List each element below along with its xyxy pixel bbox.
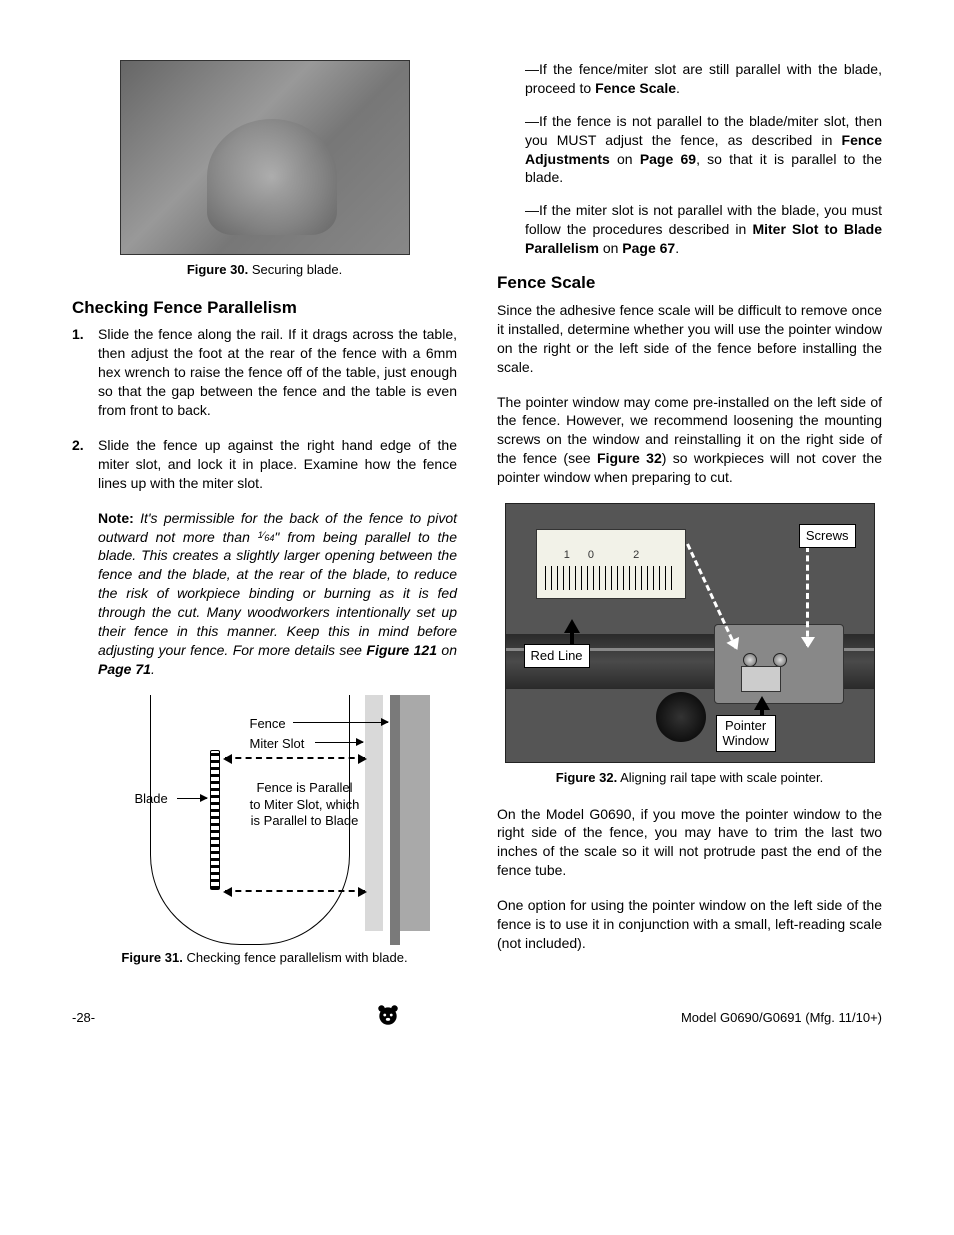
fig32-arrow-screws: [806, 546, 809, 646]
diag-leader-blade: [177, 798, 207, 800]
diag-arrow-top: [225, 757, 365, 759]
figure-30-image: [120, 60, 410, 255]
d3e: .: [675, 240, 679, 256]
note-ref2: Page 71: [98, 661, 151, 677]
figure-32-text: Aligning rail tape with scale pointer.: [617, 770, 823, 785]
frac-den: 64: [264, 534, 274, 544]
step-1: 1. Slide the fence along the rail. If it…: [72, 325, 457, 419]
dash-1-text: —If the fence/miter slot are still paral…: [525, 60, 882, 98]
heading-fence-scale: Fence Scale: [497, 272, 882, 295]
d2a: —If the fence is not parallel to the bla…: [525, 113, 882, 148]
fig32-screw-2: [773, 653, 787, 667]
page-footer: -28- Model G0690/G0691 (Mfg. 11/10+): [72, 1002, 882, 1033]
fig32-screw-1: [743, 653, 757, 667]
pw1: Pointer: [725, 718, 766, 733]
diag-leader-fence: [293, 722, 388, 724]
figure-30-text: Securing blade.: [248, 262, 342, 277]
step-1-num: 1.: [72, 325, 98, 419]
dash-3-text: —If the miter slot is not parallel with …: [525, 201, 882, 258]
note-b: " from being parallel to the blade. This…: [98, 529, 457, 658]
steps-list: 1. Slide the fence along the rail. If it…: [72, 325, 457, 492]
fig32-knob: [656, 692, 706, 742]
diag-leader-miter: [315, 742, 363, 744]
page-columns: Figure 30. Securing blade. Checking Fenc…: [72, 60, 882, 984]
figure-31-label: Figure 31.: [121, 950, 182, 965]
left-column: Figure 30. Securing blade. Checking Fenc…: [72, 60, 457, 984]
model-label: Model G0690/G0691 (Mfg. 11/10+): [681, 1009, 882, 1027]
d3d: Page 67: [622, 240, 675, 256]
note-frac: 1⁄64: [258, 530, 275, 540]
dash-2: —If the fence is not parallel to the bla…: [497, 112, 882, 188]
diag-fence: [390, 695, 400, 945]
d1b: Fence Scale: [595, 80, 676, 96]
bear-logo-icon: [375, 1002, 401, 1033]
note-on: on: [437, 642, 457, 658]
note-block: Note: It's permissible for the back of t…: [98, 509, 457, 679]
fig32-pointer-window: [741, 666, 781, 692]
d1c: .: [676, 80, 680, 96]
note-end: .: [151, 661, 155, 677]
fig32-label-pointer: PointerWindow: [716, 715, 776, 752]
heading-checking-fence: Checking Fence Parallelism: [72, 297, 457, 320]
fence-scale-p4: One option for using the pointer window …: [497, 896, 882, 953]
diag-label-desc: Fence is Parallel to Miter Slot, which i…: [250, 780, 360, 831]
step-2-body: Slide the fence up against the right han…: [98, 436, 457, 493]
diag-arrow-bottom: [225, 890, 365, 892]
figure-32-caption: Figure 32. Aligning rail tape with scale…: [497, 769, 882, 787]
figure-30-caption: Figure 30. Securing blade.: [72, 261, 457, 279]
note-ref1: Figure 121: [366, 642, 437, 658]
figure-30-label: Figure 30.: [187, 262, 248, 277]
dash-3: —If the miter slot is not parallel with …: [497, 201, 882, 258]
dash-2-text: —If the fence is not parallel to the bla…: [525, 112, 882, 188]
fig32-scale-nums: 10 2: [537, 548, 685, 563]
diag-label-blade: Blade: [135, 790, 168, 808]
step-2: 2. Slide the fence up against the right …: [72, 436, 457, 493]
right-column: —If the fence/miter slot are still paral…: [497, 60, 882, 984]
d1a: —If the fence/miter slot are still paral…: [525, 61, 882, 96]
figure-32-label: Figure 32.: [556, 770, 617, 785]
d3c: on: [599, 240, 622, 256]
dash-1: —If the fence/miter slot are still paral…: [497, 60, 882, 98]
d2c: on: [610, 151, 640, 167]
d2d: Page 69: [640, 151, 696, 167]
p2b: Figure 32: [597, 450, 662, 466]
fig32-label-redline: Red Line: [524, 644, 590, 668]
fig32-label-screws: Screws: [799, 524, 856, 548]
page-number: -28-: [72, 1009, 95, 1027]
fig32-arrow-red: [564, 619, 580, 633]
figure-31-text: Checking fence parallelism with blade.: [183, 950, 408, 965]
diag-fence-bar: [400, 695, 430, 931]
figure-31-caption: Figure 31. Checking fence parallelism wi…: [72, 949, 457, 967]
fence-scale-p3: On the Model G0690, if you move the poin…: [497, 805, 882, 881]
pw2: Window: [723, 733, 769, 748]
fig32-scale-ticks: [545, 566, 677, 590]
diag-miter-slot: [365, 695, 383, 931]
fence-scale-p1: Since the adhesive fence scale will be d…: [497, 301, 882, 377]
fence-scale-p2: The pointer window may come pre-installe…: [497, 393, 882, 487]
fig32-bracket: [714, 624, 844, 704]
step-1-body: Slide the fence along the rail. If it dr…: [98, 325, 457, 419]
diag-label-fence: Fence: [250, 715, 286, 733]
diag-label-miter: Miter Slot: [250, 735, 305, 753]
step-2-num: 2.: [72, 436, 98, 493]
fig32-scale: 10 2: [536, 529, 686, 599]
figure-32-image: 10 2 Screws Red Line PointerWindow: [505, 503, 875, 763]
fig32-arrow-pointer: [754, 696, 770, 710]
note-lead: Note:: [98, 510, 134, 526]
diag-blade: [210, 750, 220, 890]
figure-31-diagram: Blade Fence Miter Slot Fence is Parallel…: [95, 695, 435, 945]
